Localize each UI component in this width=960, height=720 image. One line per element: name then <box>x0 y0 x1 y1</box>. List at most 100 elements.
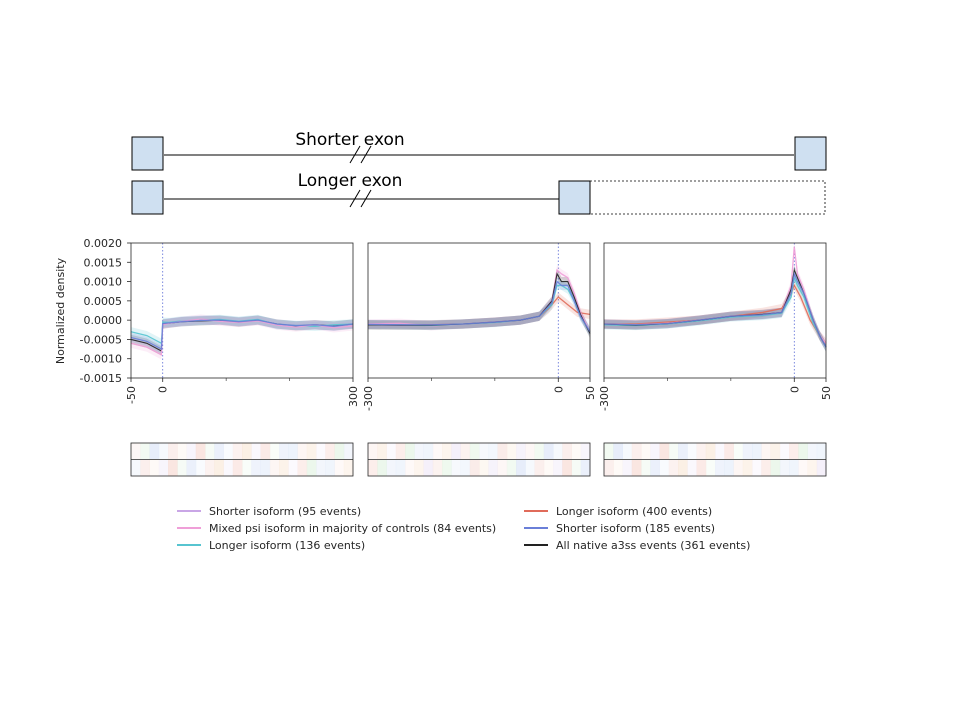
strip-cell <box>377 460 387 476</box>
strip-cell <box>288 443 298 459</box>
strip-cell <box>497 460 508 476</box>
strip-cell <box>604 443 614 459</box>
x-tick-label: -50 <box>125 386 138 404</box>
strip-cell <box>442 460 452 476</box>
strip-cell <box>343 443 354 459</box>
strip-cell <box>306 460 317 476</box>
strip-cell <box>451 443 461 459</box>
strip-cell <box>405 443 415 459</box>
strip-cell <box>334 460 345 476</box>
legend-label: Longer isoform (136 events) <box>209 539 365 552</box>
strip-cell <box>580 443 591 459</box>
strip-cell <box>223 460 234 476</box>
longer-upstream-exon <box>131 180 164 215</box>
strip-cell <box>789 460 799 476</box>
shorter-exon-label: Shorter exon <box>295 130 404 150</box>
series-band-longer_136 <box>131 314 353 348</box>
series-band-longer_136 <box>368 280 590 337</box>
density-panel-middle: -300 0 50 <box>362 242 597 411</box>
strip-cell <box>752 443 762 459</box>
strip-cell <box>316 460 326 476</box>
series-band-longer_400 <box>368 292 590 330</box>
strip-cell <box>742 460 753 476</box>
strip-cell <box>696 460 707 476</box>
strip-cell <box>269 460 280 476</box>
strip-cell <box>205 443 215 459</box>
series-line-shorter_185 <box>130 319 354 351</box>
strip-cell <box>543 443 554 459</box>
strip-cell <box>705 460 716 476</box>
strip-cell <box>543 460 554 476</box>
strip-cell <box>195 460 206 476</box>
x-tick-label: 50 <box>584 386 597 400</box>
strip-cell <box>405 460 415 476</box>
density-panel-downstream: -300 0 50 <box>598 242 833 411</box>
y-tick-label: -0.0010 <box>80 353 122 366</box>
strip-cell <box>650 460 660 476</box>
strip-cell <box>395 460 406 476</box>
strip-cell <box>798 460 808 476</box>
y-tick-label: 0.0000 <box>84 314 123 327</box>
strip-cell <box>325 443 335 459</box>
longer-extension-dotted <box>589 180 826 215</box>
strip-cell <box>604 460 614 476</box>
strip-cell <box>687 443 697 459</box>
strip-cell <box>186 460 197 476</box>
strip-cell <box>251 460 261 476</box>
y-tick-label: -0.0005 <box>80 333 122 346</box>
strip-cell <box>325 460 335 476</box>
legend-label: Longer isoform (400 events) <box>556 505 712 518</box>
series-band-shorter_185 <box>368 276 590 337</box>
strip-cell <box>242 443 252 459</box>
strip-cell <box>733 443 744 459</box>
shorter-downstream-exon <box>794 136 827 171</box>
y-tick-label: 0.0015 <box>84 256 123 269</box>
strip-cell <box>269 443 280 459</box>
strip-cell <box>377 443 387 459</box>
strip-cell <box>807 443 818 459</box>
strip-cell <box>242 460 252 476</box>
sequence-strips <box>130 442 827 477</box>
strip-cell <box>469 443 480 459</box>
strip-cell <box>497 443 508 459</box>
strip-cell <box>479 443 489 459</box>
series-line-shorter_185 <box>603 271 827 348</box>
strip-cell <box>395 443 406 459</box>
strip-cell <box>687 460 697 476</box>
longer-downstream-exon <box>558 180 591 215</box>
x-tick-label: 0 <box>157 386 170 393</box>
strip-cell <box>506 460 517 476</box>
strip-cell <box>622 460 633 476</box>
strip-cell <box>423 460 434 476</box>
strip-cell <box>195 443 206 459</box>
strip-cell <box>214 460 224 476</box>
series-band-longer_400 <box>604 280 826 348</box>
density-panel-upstream: -50 0 300 <box>125 242 360 407</box>
strip-cell <box>451 460 461 476</box>
strip-cell <box>158 443 169 459</box>
strip-cell <box>414 460 424 476</box>
strip-cell <box>631 443 642 459</box>
strip-cell <box>534 460 545 476</box>
strip-cell <box>752 460 762 476</box>
strip-cell <box>705 443 716 459</box>
strip-cell <box>696 443 707 459</box>
y-tick-label: -0.0015 <box>80 372 122 385</box>
legend: Shorter isoform (95 events) Mixed psi iso… <box>177 505 750 552</box>
strip-cell <box>232 443 243 459</box>
series-band-mixed_84 <box>604 242 826 348</box>
longer-break-mark-1 <box>349 189 361 208</box>
strip-cell <box>205 460 215 476</box>
strip-cell <box>525 443 535 459</box>
strip-cell <box>414 443 424 459</box>
shorter-upstream-exon <box>131 136 164 171</box>
strip-cell <box>571 460 582 476</box>
y-axis-ticks: 0.0020 0.0015 0.0010 0.0005 0.0000 -0.0005 -0.… <box>80 237 131 385</box>
longer-exon-label: Longer exon <box>298 171 403 191</box>
legend-label: Mixed psi isoform in majority of control… <box>209 522 496 535</box>
x-tick-label: 300 <box>347 386 360 407</box>
strip-cell <box>534 443 545 459</box>
strip-cell <box>149 443 160 459</box>
strip-cell <box>469 460 480 476</box>
